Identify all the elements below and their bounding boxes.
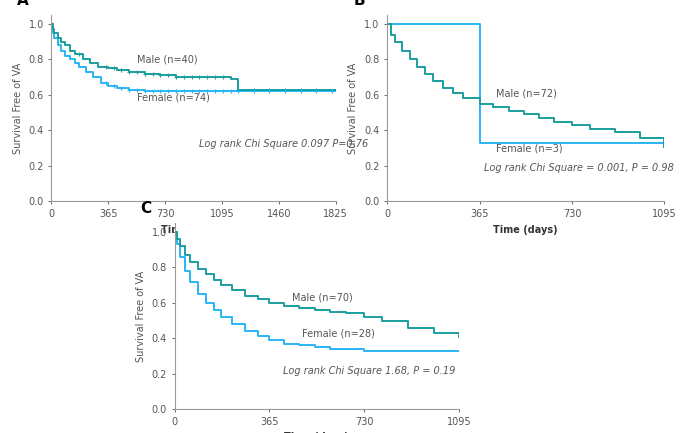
X-axis label: Time (days): Time (days) [493, 225, 558, 235]
Y-axis label: Survival Free of VA: Survival Free of VA [349, 63, 358, 154]
Text: A: A [17, 0, 29, 8]
Text: Male (n=70): Male (n=70) [292, 293, 352, 303]
Text: Log rank Chi Square 1.68, P = 0.19: Log rank Chi Square 1.68, P = 0.19 [283, 366, 455, 376]
Text: B: B [353, 0, 365, 8]
Text: Female (n=74): Female (n=74) [137, 92, 210, 102]
Y-axis label: Survival Free of VA: Survival Free of VA [13, 63, 23, 154]
Text: Log rank Chi Square = 0.001, P = 0.98: Log rank Chi Square = 0.001, P = 0.98 [484, 163, 674, 173]
Y-axis label: Survival Free of VA: Survival Free of VA [136, 271, 146, 362]
Text: Male (n=72): Male (n=72) [496, 88, 557, 98]
X-axis label: Time (days): Time (days) [161, 225, 226, 235]
Text: Log rank Chi Square 0.097 P=0.76: Log rank Chi Square 0.097 P=0.76 [199, 139, 369, 149]
Text: Male (n=40): Male (n=40) [137, 55, 198, 65]
Text: Female (n=28): Female (n=28) [302, 328, 375, 338]
Text: Female (n=3): Female (n=3) [496, 143, 562, 153]
Text: C: C [140, 200, 151, 216]
